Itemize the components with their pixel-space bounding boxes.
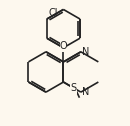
Text: Cl: Cl	[48, 8, 58, 19]
Text: O: O	[60, 41, 67, 51]
Text: N: N	[82, 87, 89, 97]
Text: S: S	[71, 83, 77, 93]
Text: N: N	[82, 47, 89, 57]
